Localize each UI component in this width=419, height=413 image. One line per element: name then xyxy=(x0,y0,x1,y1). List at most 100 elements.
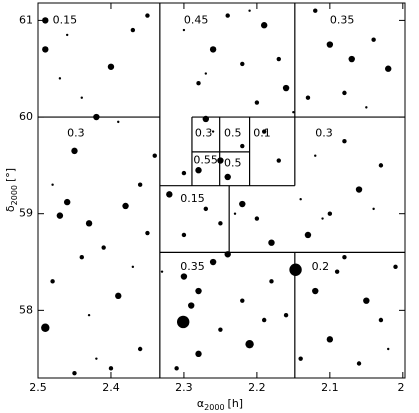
star xyxy=(145,230,150,236)
star xyxy=(254,100,260,105)
star xyxy=(254,216,260,221)
star xyxy=(282,84,290,92)
x-tick-label: 2.4 xyxy=(102,381,120,394)
star xyxy=(176,315,190,329)
region-label: 0.5 xyxy=(224,126,242,139)
star xyxy=(363,297,370,304)
region-label: 0.3 xyxy=(195,126,213,139)
star xyxy=(240,298,245,303)
star xyxy=(299,197,302,201)
star xyxy=(42,17,49,24)
star xyxy=(312,287,319,295)
x-label-symbol: α xyxy=(197,397,204,410)
x-tick-label: 2.3 xyxy=(175,381,193,394)
star xyxy=(180,273,188,280)
star xyxy=(108,366,114,371)
star xyxy=(137,182,143,187)
star xyxy=(356,361,362,366)
star xyxy=(321,217,324,220)
star xyxy=(174,366,179,371)
star xyxy=(326,41,334,48)
star xyxy=(225,13,230,18)
star xyxy=(203,206,209,212)
star xyxy=(260,22,268,29)
star xyxy=(56,212,64,219)
star xyxy=(313,8,318,13)
star xyxy=(355,186,363,193)
star xyxy=(261,317,267,323)
star xyxy=(195,167,202,174)
x-tick-label: 2 xyxy=(398,381,405,394)
star xyxy=(188,302,195,309)
y-axis-label: δ2000 [°] xyxy=(4,168,19,212)
region-label: 0.15 xyxy=(180,192,205,205)
star xyxy=(304,231,312,239)
star xyxy=(218,221,223,226)
star xyxy=(305,95,311,100)
star xyxy=(42,46,49,53)
star xyxy=(326,336,334,343)
x-axis-label: α2000 [h] xyxy=(197,397,243,412)
star xyxy=(342,139,347,144)
star xyxy=(196,81,201,86)
star xyxy=(276,158,281,163)
y-tick-label: 61 xyxy=(19,13,33,26)
star xyxy=(95,357,98,360)
star xyxy=(130,27,136,33)
region-label: 0.5 xyxy=(224,156,242,169)
region-label: 0.45 xyxy=(184,13,209,26)
region-label: 0.55 xyxy=(193,154,218,167)
star xyxy=(152,153,157,158)
star xyxy=(289,263,302,276)
star xyxy=(314,154,317,157)
star xyxy=(334,269,340,274)
star xyxy=(378,317,384,323)
star xyxy=(371,37,376,42)
region-label: 0.15 xyxy=(53,13,78,26)
star xyxy=(218,327,223,332)
star xyxy=(298,356,303,361)
star xyxy=(80,96,83,99)
star xyxy=(342,254,347,260)
region-label: 0.1 xyxy=(253,126,271,139)
y-label-sub: 2000 xyxy=(10,185,19,205)
star xyxy=(239,200,246,208)
star xyxy=(79,254,84,260)
star xyxy=(348,55,355,63)
y-label-symbol: δ xyxy=(4,205,17,212)
star xyxy=(181,232,187,238)
star xyxy=(87,313,91,317)
region-label: 0.3 xyxy=(315,126,333,139)
star xyxy=(131,265,135,269)
star xyxy=(283,312,289,318)
region-label: 0.3 xyxy=(67,126,85,139)
star xyxy=(63,198,71,206)
region-label: 0.35 xyxy=(330,13,355,26)
star xyxy=(233,212,237,215)
star xyxy=(209,258,217,266)
star xyxy=(204,72,208,75)
star xyxy=(115,292,122,300)
x-tick-label: 2.5 xyxy=(29,381,47,394)
y-label-unit: [°] xyxy=(4,168,17,182)
x-tick-label: 2.1 xyxy=(321,381,339,394)
star xyxy=(85,220,93,227)
star xyxy=(72,370,77,376)
star xyxy=(71,147,78,155)
star xyxy=(211,130,215,133)
star xyxy=(365,106,368,109)
region-label: 0.2 xyxy=(312,260,330,273)
star xyxy=(240,143,245,149)
star xyxy=(101,245,106,250)
star xyxy=(261,129,267,134)
y-tick-label: 59 xyxy=(19,207,33,220)
star xyxy=(393,264,398,270)
star xyxy=(217,157,224,164)
star xyxy=(122,202,129,210)
y-tick-label: 58 xyxy=(19,303,33,316)
star xyxy=(181,170,187,176)
star xyxy=(58,77,62,80)
star xyxy=(387,347,390,351)
star xyxy=(145,13,150,18)
